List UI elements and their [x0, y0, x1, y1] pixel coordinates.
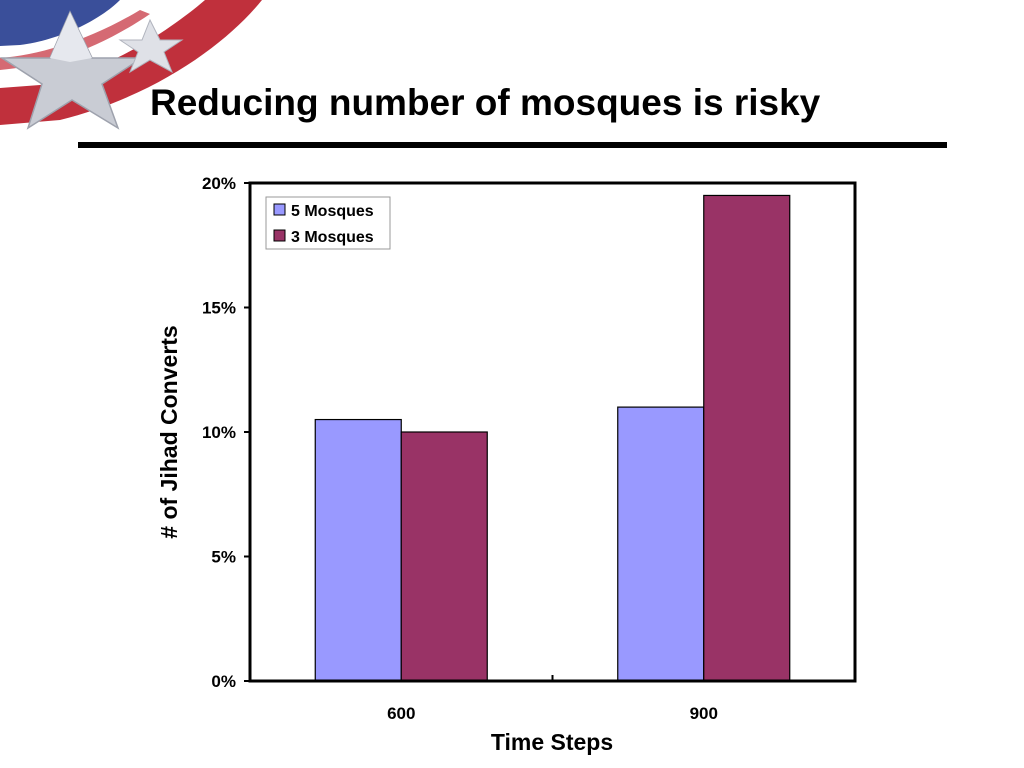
y-tick-label: 10%	[202, 423, 236, 442]
bars-layer	[314, 194, 791, 682]
y-tick-label: 20%	[202, 174, 236, 193]
x-axis-title: Time Steps	[491, 729, 613, 755]
x-tick-label: 600	[387, 704, 415, 723]
legend-label-5-mosques: 5 Mosques	[291, 203, 374, 220]
bar-3-mosques-600	[400, 431, 488, 682]
slide-title: Reducing number of mosques is risky	[150, 82, 821, 123]
flag-star-logo-icon	[0, 0, 262, 130]
legend-box	[265, 196, 391, 250]
axis-ticks-layer: 0% 5% 10% 15% 20% 600 900	[202, 174, 718, 723]
y-tick-label: 15%	[202, 299, 236, 318]
bar-5-mosques-600	[314, 418, 402, 682]
y-axis-title: # of Jihad Converts	[156, 325, 182, 538]
legend-label-3-mosques: 3 Mosques	[291, 229, 374, 246]
bar-3-mosques-900	[703, 194, 791, 682]
legend-swatch-3-mosques	[273, 229, 286, 242]
legend-swatch-5-mosques	[273, 203, 286, 216]
legend: 5 Mosques 3 Mosques	[265, 196, 391, 250]
x-tick-label: 900	[690, 704, 718, 723]
y-tick-label: 5%	[211, 548, 236, 567]
bar-5-mosques-900	[617, 406, 705, 682]
y-tick-label: 0%	[211, 672, 236, 691]
title-divider	[78, 142, 947, 148]
